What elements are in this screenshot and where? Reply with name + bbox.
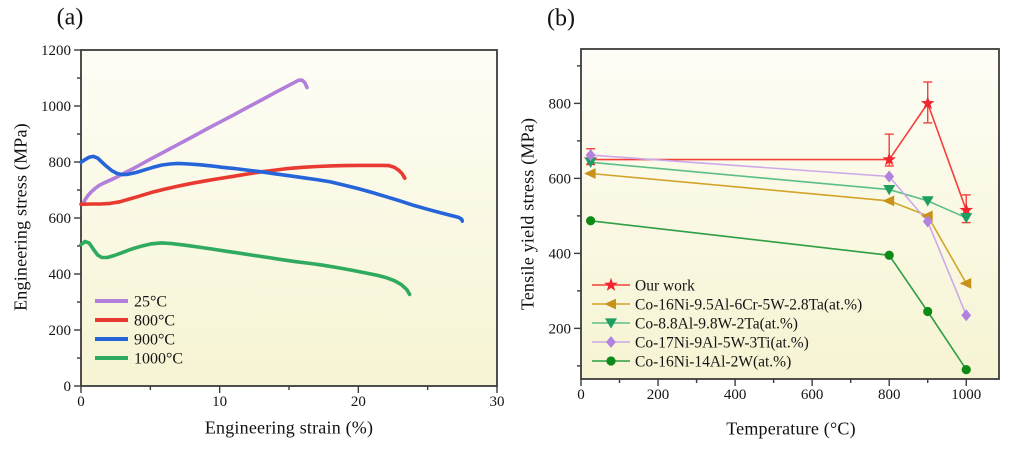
triangle-down-marker	[921, 196, 934, 207]
curve-900°C	[79, 154, 465, 223]
circle-marker	[606, 356, 616, 366]
series-group	[583, 81, 974, 375]
svg-text:800: 800	[549, 96, 572, 112]
triangle-left-marker	[882, 195, 895, 207]
circle-marker	[961, 365, 971, 375]
panel-b: 0 200 400 600 800 1000 200 400 600 800 Our work Co-…	[549, 48, 1000, 403]
line-Co-17Ni-9Al-5W-3Ti(at.%)	[590, 154, 968, 316]
triangle-left-marker	[604, 298, 616, 310]
svg-text:30: 30	[490, 394, 505, 410]
axis-ticks	[574, 65, 967, 386]
svg-text:1000: 1000	[951, 387, 981, 403]
svg-text:Co-8.8Al-9.8W-2Ta(at.%): Co-8.8Al-9.8W-2Ta(at.%)	[635, 316, 798, 333]
svg-text:400: 400	[724, 387, 747, 403]
triangle-left-marker	[959, 277, 972, 289]
plot-frame	[80, 49, 498, 387]
curve-800°C	[79, 163, 407, 207]
panel-b-ylabel: Tensile yield stress (MPa)	[517, 117, 538, 311]
panel-a-label: (a)	[56, 4, 84, 31]
panel-a: 0 10 20 30 0 200 400 600 800 1000 1200 25°C 800°C 900…	[41, 43, 505, 410]
svg-text:Co-16Ni-9.5Al-6Cr-5W-2.8Ta(at.: Co-16Ni-9.5Al-6Cr-5W-2.8Ta(at.%)	[635, 297, 862, 314]
legend-item-900°C: 900°C	[95, 332, 175, 349]
svg-text:25°C: 25°C	[134, 294, 167, 311]
svg-text:200: 200	[49, 323, 72, 339]
svg-text:600: 600	[801, 387, 824, 403]
diamond-marker	[585, 149, 596, 162]
svg-text:Our work: Our work	[635, 278, 695, 295]
diamond-marker	[884, 170, 895, 183]
svg-text:1000°C: 1000°C	[134, 351, 183, 368]
svg-text:400: 400	[49, 267, 72, 283]
plot-frame	[580, 48, 1000, 380]
triangle-left-marker	[584, 168, 596, 179]
svg-text:800: 800	[878, 387, 901, 403]
svg-text:400: 400	[549, 246, 572, 262]
series-group	[79, 78, 465, 297]
legend-item-Our work: Our work	[592, 278, 695, 295]
svg-text:900°C: 900°C	[134, 332, 175, 349]
star-marker	[604, 277, 618, 291]
diamond-marker	[606, 336, 616, 348]
svg-text:0: 0	[77, 394, 85, 410]
legend-item-Co-8.8Al-9.8W-2Ta(at.%): Co-8.8Al-9.8W-2Ta(at.%)	[592, 316, 798, 333]
star-marker	[959, 203, 974, 217]
legend: 25°C 800°C 900°C 1000°C	[95, 294, 183, 368]
svg-text:0: 0	[577, 387, 585, 403]
triangle-down-marker	[605, 318, 617, 329]
legend-item-Co-17Ni-9Al-5W-3Ti(at.%): Co-17Ni-9Al-5W-3Ti(at.%)	[592, 335, 809, 352]
circle-marker	[923, 306, 933, 317]
svg-text:600: 600	[49, 211, 72, 227]
panel-a-ylabel: Engineering stress (MPa)	[10, 123, 31, 311]
svg-text:800: 800	[49, 155, 72, 171]
svg-text:800°C: 800°C	[134, 313, 175, 330]
svg-text:200: 200	[549, 321, 572, 337]
svg-text:1200: 1200	[41, 43, 71, 59]
triangle-down-marker	[960, 213, 973, 224]
diamond-marker	[961, 309, 972, 322]
legend-item-Co-16Ni-14Al-2W(at.%): Co-16Ni-14Al-2W(at.%)	[592, 354, 791, 371]
legend-item-800°C: 800°C	[95, 313, 175, 330]
star-marker	[882, 152, 897, 166]
curve-1000°C	[79, 239, 412, 297]
legend-item-Co-16Ni-9.5Al-6Cr-5W-2.8Ta(at.%): Co-16Ni-9.5Al-6Cr-5W-2.8Ta(at.%)	[592, 297, 862, 314]
star-marker	[920, 96, 935, 110]
svg-text:Co-16Ni-14Al-2W(at.%): Co-16Ni-14Al-2W(at.%)	[635, 354, 791, 371]
triangle-down-marker	[883, 185, 896, 196]
curve-25°C	[81, 78, 309, 206]
svg-text:20: 20	[351, 394, 366, 410]
panel-b-xlabel: Temperature (°C)	[726, 418, 856, 439]
line-Co-16Ni-9.5Al-6Cr-5W-2.8Ta(at.%)	[590, 172, 967, 284]
line-Co-8.8Al-9.8W-2Ta(at.%)	[590, 161, 967, 219]
plot-area-background	[81, 50, 497, 386]
svg-text:Co-17Ni-9Al-5W-3Ti(at.%): Co-17Ni-9Al-5W-3Ti(at.%)	[635, 335, 809, 352]
panel-a-xlabel: Engineering strain (%)	[204, 417, 374, 438]
svg-text:10: 10	[212, 394, 227, 410]
svg-text:200: 200	[647, 387, 670, 403]
circle-marker	[586, 216, 596, 226]
triangle-down-marker	[584, 157, 597, 168]
line-Co-16Ni-14Al-2W(at.%)	[590, 220, 967, 371]
svg-text:600: 600	[549, 171, 572, 187]
circle-marker	[884, 250, 894, 260]
legend-item-25°C: 25°C	[95, 294, 167, 311]
svg-text:0: 0	[64, 379, 72, 395]
line-Our work	[590, 101, 968, 211]
legend-item-1000°C: 1000°C	[95, 351, 183, 368]
diamond-marker	[922, 215, 933, 228]
svg-text:1000: 1000	[41, 99, 71, 115]
panel-b-label: (b)	[547, 5, 575, 32]
legend: Our work Co-16Ni-9.5Al-6Cr-5W-2.8Ta(at.%)…	[592, 278, 862, 371]
